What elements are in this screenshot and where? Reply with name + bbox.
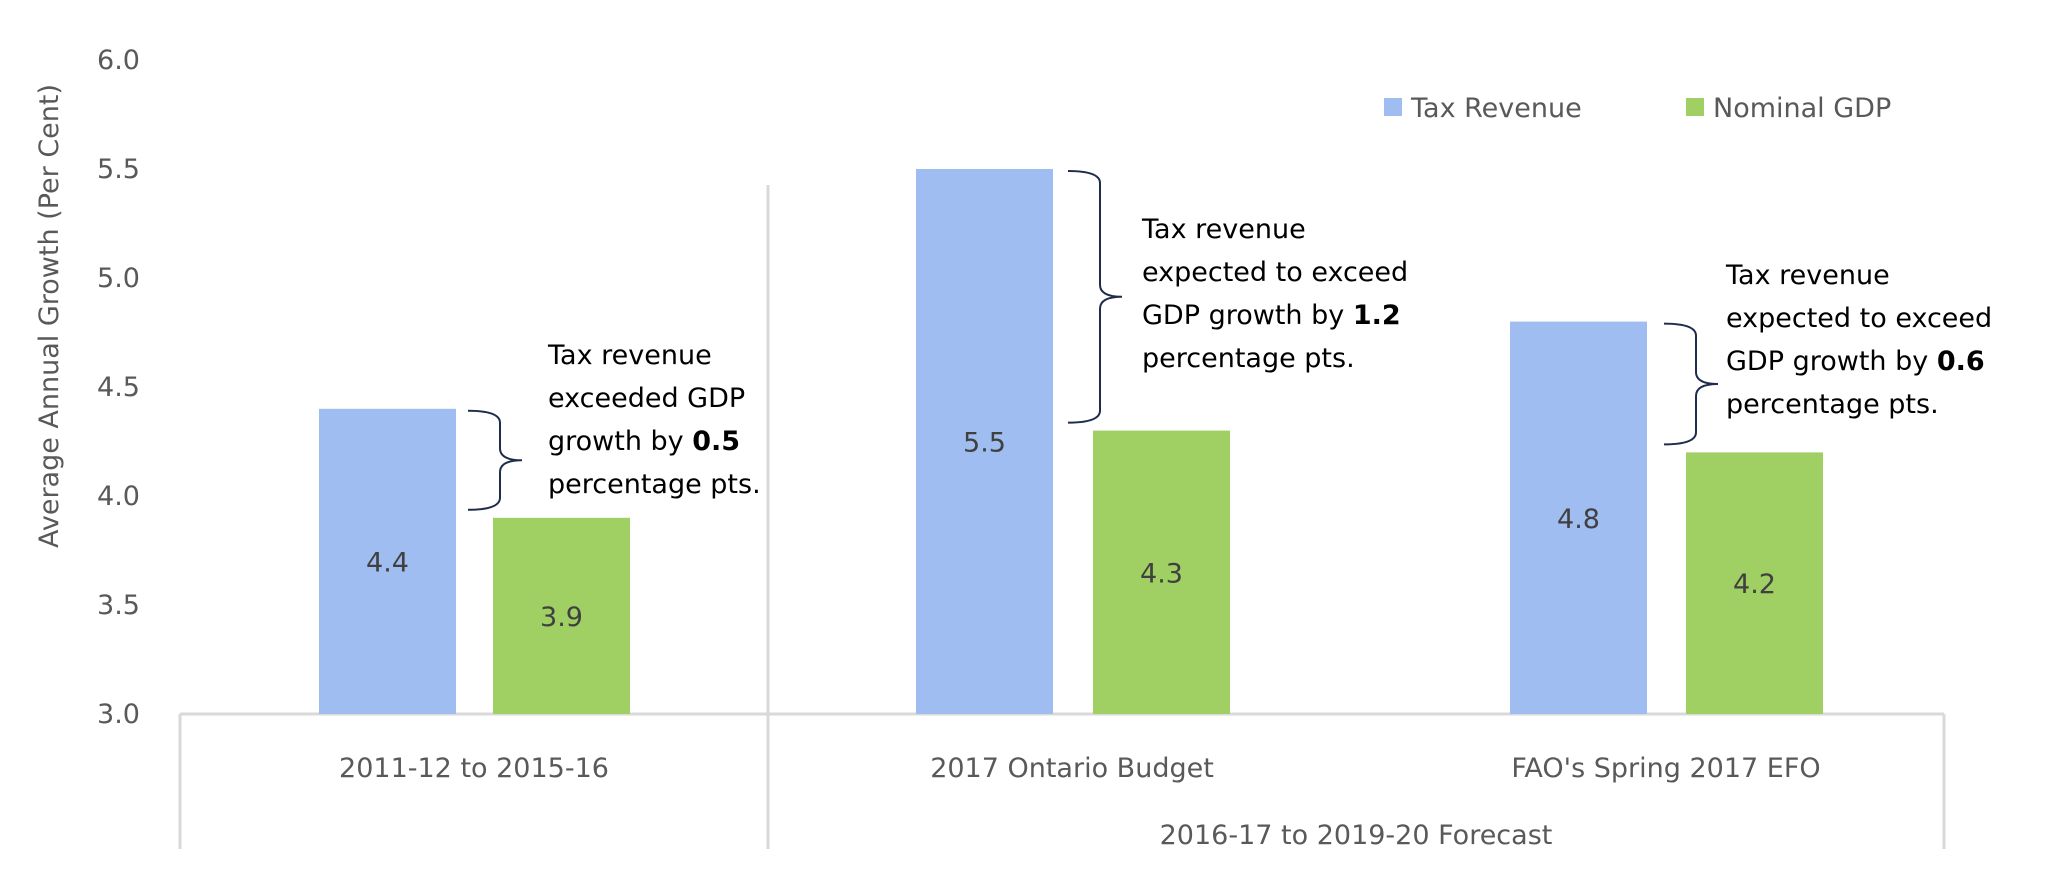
annotation-braces <box>467 170 1719 511</box>
legend: Tax Revenue Nominal GDP <box>1384 93 1891 124</box>
data-label: 4.2 <box>1733 569 1776 600</box>
bar-tax-revenue <box>916 169 1053 714</box>
data-label: 3.9 <box>540 602 583 633</box>
x-axis-categories: 2011-12 to 2015-16 2017 Ontario Budget FAO… <box>339 753 1821 784</box>
y-tick-label: 5.0 <box>97 263 140 294</box>
x-tick-label: 2011-12 to 2015-16 <box>339 753 609 784</box>
data-label: 4.8 <box>1557 504 1600 535</box>
legend-label: Tax Revenue <box>1410 93 1582 124</box>
y-tick-label: 3.0 <box>97 699 140 730</box>
y-tick-label: 6.0 <box>97 45 140 76</box>
bar-nominal-gdp <box>493 517 630 714</box>
y-tick-label: 5.5 <box>97 154 140 185</box>
y-tick-label: 3.5 <box>97 590 140 621</box>
axis-lines <box>178 185 1946 849</box>
bar-tax-revenue <box>319 408 456 714</box>
brace-icon <box>1067 170 1123 424</box>
brace-icon <box>1663 322 1719 446</box>
annotation-text: Tax revenue exceeded GDP growth by 0.5 perc… <box>547 340 761 500</box>
x-tick-label: 2017 Ontario Budget <box>930 753 1214 784</box>
legend-swatch-icon <box>1384 98 1402 116</box>
y-tick-label: 4.5 <box>97 372 140 403</box>
category-group-label: 2016-17 to 2019-20 Forecast <box>1160 820 1553 851</box>
y-axis-ticks: 3.0 3.5 4.0 4.5 5.0 5.5 6.0 <box>97 45 140 730</box>
annotations: Tax revenue exceeded GDP growth by 0.5 perc… <box>547 214 1992 500</box>
x-tick-label: FAO's Spring 2017 EFO <box>1511 753 1820 784</box>
data-label: 4.3 <box>1140 558 1183 589</box>
y-tick-label: 4.0 <box>97 481 140 512</box>
annotation-text: Tax revenue expected to exceed GDP growth … <box>1725 260 1992 420</box>
data-label: 5.5 <box>963 428 1006 459</box>
annotation-text: Tax revenue expected to exceed GDP growth … <box>1141 214 1408 374</box>
data-label: 4.4 <box>366 547 409 578</box>
bar-nominal-gdp <box>1686 452 1823 714</box>
y-axis-label: Average Annual Growth (Per Cent) <box>34 84 65 548</box>
bars: 4.4 5.5 4.8 3.9 4.3 4.2 <box>319 169 1823 714</box>
legend-swatch-icon <box>1686 98 1704 116</box>
legend-label: Nominal GDP <box>1713 93 1891 124</box>
bar-tax-revenue <box>1510 321 1647 714</box>
brace-icon <box>467 409 523 511</box>
bar-nominal-gdp <box>1093 430 1230 714</box>
